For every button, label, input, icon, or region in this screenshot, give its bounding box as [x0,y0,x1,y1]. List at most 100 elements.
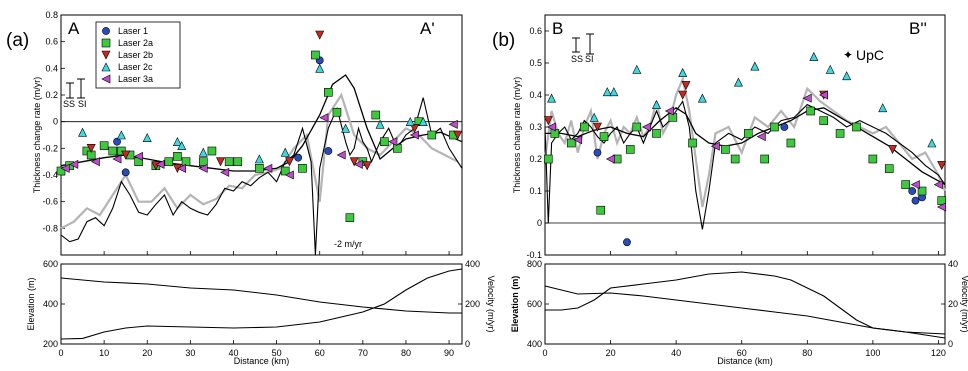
x-axis-label: Distance (km) [717,356,773,366]
y-tick-label: 0.5 [529,58,542,68]
y-tick-label: 400 [527,339,542,349]
x-tick-label: 60 [315,348,325,358]
ss-label-b: SS [571,54,583,64]
y-tick-label: 0.8 [45,10,58,20]
x-tick-label: 20 [606,348,616,358]
x-tick-label: 90 [444,348,454,358]
data-point-laser2c [254,154,264,164]
data-point-laser2b [86,144,96,154]
y2-axis-label: Velocity (m/yr) [960,275,968,332]
data-point-laser2a [937,196,947,205]
b-right-letter: B'' [909,19,927,38]
data-point-laser2a [393,144,402,153]
si-label-a: SI [78,99,87,109]
data-point-laser2c [418,116,428,126]
data-point-laser2a [255,164,264,173]
velocity-line [60,268,463,340]
data-point-laser2b [285,157,295,167]
data-point-laser2b [410,124,420,134]
y2-tick-label: 200 [465,299,480,309]
data-point-laser3a [933,180,943,190]
data-point-laser2a [371,110,381,120]
y-tick-label: 600 [43,259,58,269]
chart-b-bottom: 0 20 40 60 80 100 120 400 600 800 Elevation (m) 0 20… [510,259,968,366]
data-point-laser3a [220,167,230,177]
chart-a-top: -0.8 -0.6 -0.4 -0.2 0 0.2 0.4 0.6 0.8 Thickness c… [32,10,463,256]
legend-marker-laser2c [101,62,111,72]
y-tick-label: 600 [527,299,542,309]
data-point-laser2a [56,166,66,176]
elevation-line [544,285,946,339]
legend-label-laser2c: Laser 2c [118,62,153,72]
x-tick-label: 80 [401,348,411,358]
y2-tick-label: 0 [465,339,470,349]
data-point-laser2b [592,122,602,132]
data-point-laser2c [315,63,325,73]
data-point-laser3a [546,122,556,132]
x-tick-label: 100 [865,348,880,358]
data-point-laser2c [842,71,852,81]
gray-trace-line [60,92,459,230]
data-point-laser2b [681,81,691,91]
chart-a-bottom: 0 10 20 30 40 50 60 70 80 90 200 400 600 Elevation (m… [26,259,496,366]
y-tick-label: 400 [43,299,58,309]
data-point-laser2c [198,147,208,157]
y-tick-label: -0.2 [42,143,58,153]
data-point-laser3a [177,163,187,173]
data-point-laser1 [911,196,920,205]
y-axis-label: Elevation (m) [510,276,520,333]
data-point-laser2c [609,87,619,97]
legend-marker-laser2a [101,38,111,48]
smooth-line [545,107,946,186]
legend-label-laser2b: Laser 2b [118,50,153,60]
data-point-laser2a [770,122,779,132]
y-axis-label: Thickness change rate (m/yr) [512,77,522,194]
data-point-laser2a [332,108,342,117]
data-point-laser2b [678,90,688,100]
elevation-line [60,277,462,314]
data-point-laser2b [453,130,463,140]
data-point-laser1 [623,238,631,247]
data-point-laser3a [155,159,165,169]
data-point-laser2a [108,146,118,156]
y2-tick-label: 0 [948,339,953,349]
x-tick-label: 120 [931,348,946,358]
data-point-laser3a [353,159,363,169]
data-point-laser2a [298,164,307,173]
data-point-laser3a [133,151,143,161]
data-point-laser1 [780,123,789,131]
data-point-laser3a [90,157,100,167]
y2-axis-label: Velocity (m/yr) [486,275,496,332]
panel-b-label: (b) [492,30,515,51]
data-point-laser2a [427,130,437,140]
data-point-laser1 [593,148,602,157]
data-point-laser2c [375,119,385,129]
y-axis-label: Elevation (m) [26,277,36,330]
y-tick-label: 0.1 [529,186,542,196]
data-point-laser2a [207,146,217,156]
data-point-laser3a [819,90,828,100]
a-right-letter: A' [420,19,435,38]
data-point-laser3a [388,137,398,147]
legend-label-laser3a: Laser 3a [118,74,153,84]
data-point-laser2b [937,161,947,171]
data-point-laser2b [121,150,131,160]
data-point-laser2c [927,138,937,148]
data-point-laser2a [566,138,576,148]
data-point-laser3a [641,122,651,132]
data-point-laser2a [181,157,191,166]
data-point-laser1 [121,168,130,177]
data-point-laser1 [113,137,121,146]
data-point-laser3a [573,135,583,145]
data-point-laser2c [750,61,760,71]
data-point-laser2a [835,129,845,138]
legend: Laser 1 Laser 2a Laser 2b Laser 2c Laser 3a [95,21,181,89]
data-point-laser2c [142,132,152,142]
x-tick-label: 0 [542,348,547,358]
data-point-laser2a [625,145,635,154]
data-point-laser2a [596,205,606,215]
data-point-laser2a [852,122,861,132]
y-tick-label: 0.2 [45,90,58,100]
data-point-laser2b [349,157,359,167]
y-tick-label: -0.1 [526,250,542,260]
